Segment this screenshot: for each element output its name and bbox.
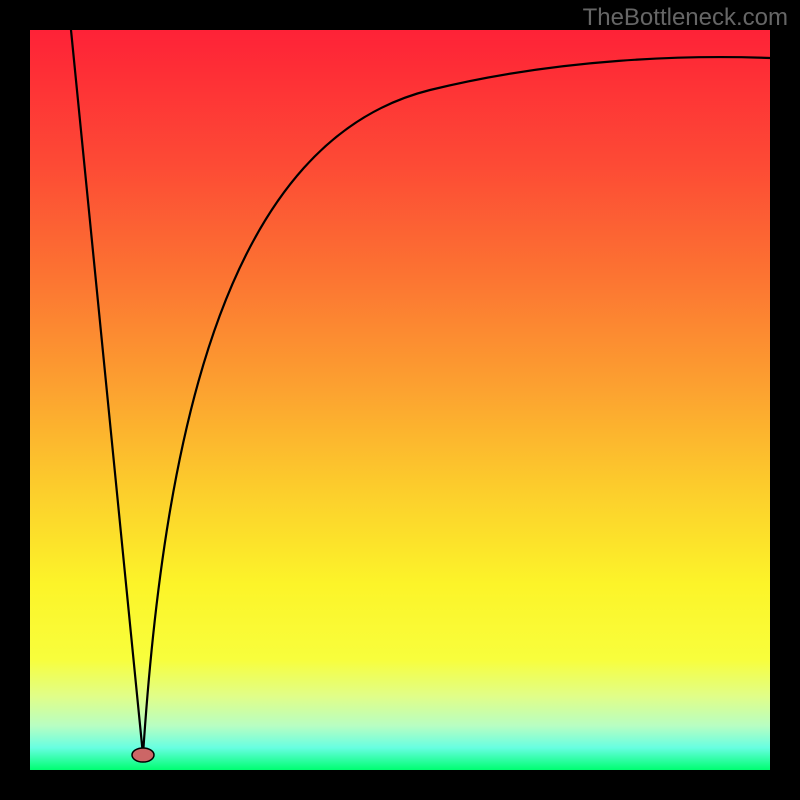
chart-container: TheBottleneck.com <box>0 0 800 800</box>
plot-gradient-background <box>30 30 770 770</box>
watermark-text: TheBottleneck.com <box>583 4 788 32</box>
minimum-marker <box>132 748 154 762</box>
bottleneck-chart <box>0 0 800 800</box>
